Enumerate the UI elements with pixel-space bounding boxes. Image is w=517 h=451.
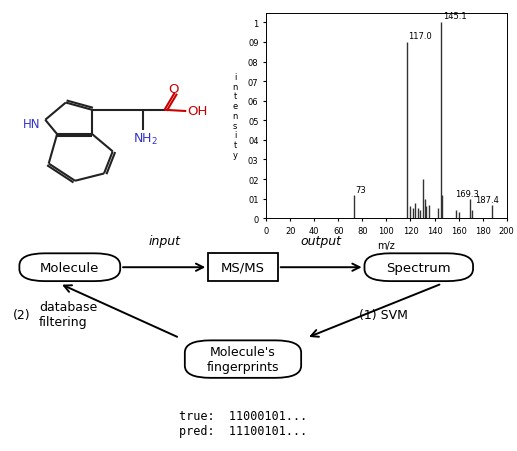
Text: Molecule's
fingerprints: Molecule's fingerprints <box>207 345 279 373</box>
Text: HN: HN <box>23 118 40 131</box>
Y-axis label: i
n
t
e
n
s
i
t
y: i n t e n s i t y <box>232 73 238 159</box>
Text: 187.4: 187.4 <box>475 195 498 204</box>
Text: output: output <box>301 234 342 247</box>
Text: NH$_2$: NH$_2$ <box>133 131 158 146</box>
FancyBboxPatch shape <box>364 254 473 281</box>
Text: MS/MS: MS/MS <box>221 261 265 274</box>
Text: 145.1: 145.1 <box>443 12 467 21</box>
Text: Molecule: Molecule <box>40 261 99 274</box>
FancyBboxPatch shape <box>208 254 278 281</box>
Text: OH: OH <box>187 105 207 117</box>
Text: (1) SVM: (1) SVM <box>359 308 408 321</box>
Text: (2): (2) <box>13 308 31 321</box>
Text: input: input <box>148 234 180 247</box>
Text: 73: 73 <box>355 185 366 194</box>
FancyBboxPatch shape <box>185 341 301 378</box>
Text: database
filtering: database filtering <box>39 301 97 329</box>
Text: O: O <box>168 83 178 95</box>
Text: Spectrum: Spectrum <box>387 261 451 274</box>
Text: 117.0: 117.0 <box>408 32 432 41</box>
Text: true:  11000101...: true: 11000101... <box>179 410 307 423</box>
FancyBboxPatch shape <box>20 254 120 281</box>
X-axis label: m/z: m/z <box>377 241 396 251</box>
Text: pred:  11100101...: pred: 11100101... <box>179 424 307 437</box>
Text: 169.3: 169.3 <box>455 189 479 198</box>
